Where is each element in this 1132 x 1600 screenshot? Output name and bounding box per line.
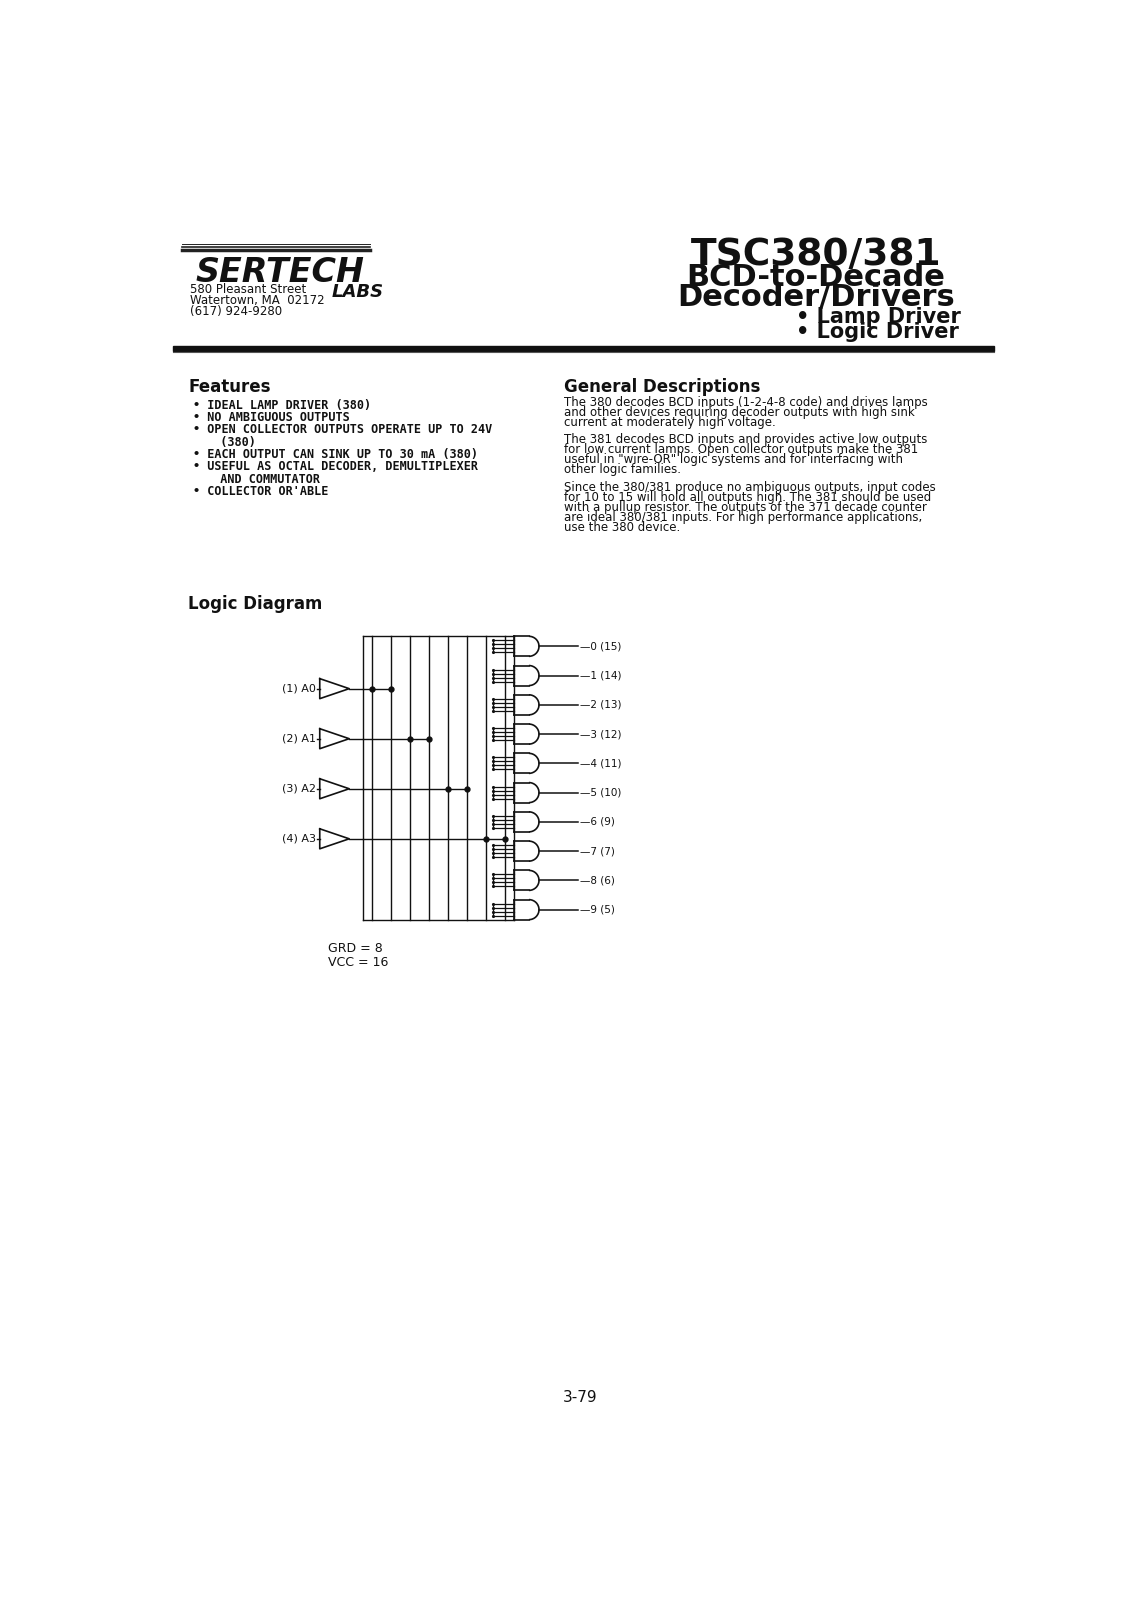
Text: LABS: LABS: [332, 283, 384, 301]
Text: • COLLECTOR OR'ABLE: • COLLECTOR OR'ABLE: [194, 485, 328, 498]
Text: —1 (14): —1 (14): [580, 670, 621, 680]
Bar: [172, 346, 994, 352]
Text: (380): (380): [206, 435, 256, 448]
Text: • OPEN COLLECTOR OUTPUTS OPERATE UP TO 24V: • OPEN COLLECTOR OUTPUTS OPERATE UP TO 2…: [194, 424, 492, 437]
Text: —0 (15): —0 (15): [580, 642, 621, 651]
Text: —2 (13): —2 (13): [580, 699, 621, 710]
Text: • NO AMBIGUOUS OUTPUTS: • NO AMBIGUOUS OUTPUTS: [194, 411, 350, 424]
Text: • EACH OUTPUT CAN SINK UP TO 30 mA (380): • EACH OUTPUT CAN SINK UP TO 30 mA (380): [194, 448, 479, 461]
Text: —9 (5): —9 (5): [580, 904, 615, 915]
Text: • IDEAL LAMP DRIVER (380): • IDEAL LAMP DRIVER (380): [194, 398, 371, 411]
Text: (1) A0: (1) A0: [282, 683, 316, 694]
Text: Logic Diagram: Logic Diagram: [188, 595, 323, 613]
Text: —3 (12): —3 (12): [580, 730, 621, 739]
Text: —8 (6): —8 (6): [580, 875, 615, 885]
Text: —7 (7): —7 (7): [580, 846, 615, 856]
Text: 580 Pleasant Street: 580 Pleasant Street: [189, 283, 306, 296]
Text: (617) 924-9280: (617) 924-9280: [189, 306, 282, 318]
Text: General Descriptions: General Descriptions: [564, 378, 761, 395]
Text: and other devices requiring decoder outputs with high sink: and other devices requiring decoder outp…: [564, 406, 915, 419]
Text: • Lamp Driver: • Lamp Driver: [797, 307, 961, 326]
Text: Watertown, MA  02172: Watertown, MA 02172: [189, 294, 324, 307]
Text: The 381 decodes BCD inputs and provides active low outputs: The 381 decodes BCD inputs and provides …: [564, 434, 927, 446]
Text: current at moderately high voltage.: current at moderately high voltage.: [564, 416, 775, 429]
Text: are ideal 380/381 inputs. For high performance applications,: are ideal 380/381 inputs. For high perfo…: [564, 512, 923, 525]
Text: useful in "wire-OR" logic systems and for interfacing with: useful in "wire-OR" logic systems and fo…: [564, 453, 903, 467]
Text: GRD = 8: GRD = 8: [327, 942, 383, 955]
Text: (3) A2: (3) A2: [282, 784, 316, 794]
Text: (4) A3: (4) A3: [282, 834, 316, 843]
Text: (2) A1: (2) A1: [282, 734, 316, 744]
Text: use the 380 device.: use the 380 device.: [564, 522, 680, 534]
Text: BCD-to-Decade: BCD-to-Decade: [686, 262, 945, 291]
Text: SERTECH: SERTECH: [196, 256, 365, 290]
Text: • USEFUL AS OCTAL DECODER, DEMULTIPLEXER: • USEFUL AS OCTAL DECODER, DEMULTIPLEXER: [194, 461, 479, 474]
Text: for 10 to 15 will hold all outputs high. The 381 should be used: for 10 to 15 will hold all outputs high.…: [564, 491, 932, 504]
Text: other logic families.: other logic families.: [564, 464, 680, 477]
Text: for low current lamps. Open collector outputs make the 381: for low current lamps. Open collector ou…: [564, 443, 918, 456]
Text: • Logic Driver: • Logic Driver: [797, 322, 959, 342]
Text: Features: Features: [188, 378, 271, 395]
Text: —4 (11): —4 (11): [580, 758, 621, 768]
Text: AND COMMUTATOR: AND COMMUTATOR: [206, 472, 320, 486]
Text: TSC380/381: TSC380/381: [691, 237, 941, 274]
Text: Since the 380/381 produce no ambiguous outputs, input codes: Since the 380/381 produce no ambiguous o…: [564, 482, 936, 494]
Text: —5 (10): —5 (10): [580, 787, 621, 798]
Text: —6 (9): —6 (9): [580, 818, 615, 827]
Text: The 380 decodes BCD inputs (1-2-4-8 code) and drives lamps: The 380 decodes BCD inputs (1-2-4-8 code…: [564, 395, 927, 408]
Text: Decoder/Drivers: Decoder/Drivers: [677, 283, 954, 312]
Text: VCC = 16: VCC = 16: [327, 955, 388, 968]
Text: with a pullup resistor. The outputs of the 371 decade counter: with a pullup resistor. The outputs of t…: [564, 501, 927, 514]
Text: 3-79: 3-79: [563, 1389, 598, 1405]
